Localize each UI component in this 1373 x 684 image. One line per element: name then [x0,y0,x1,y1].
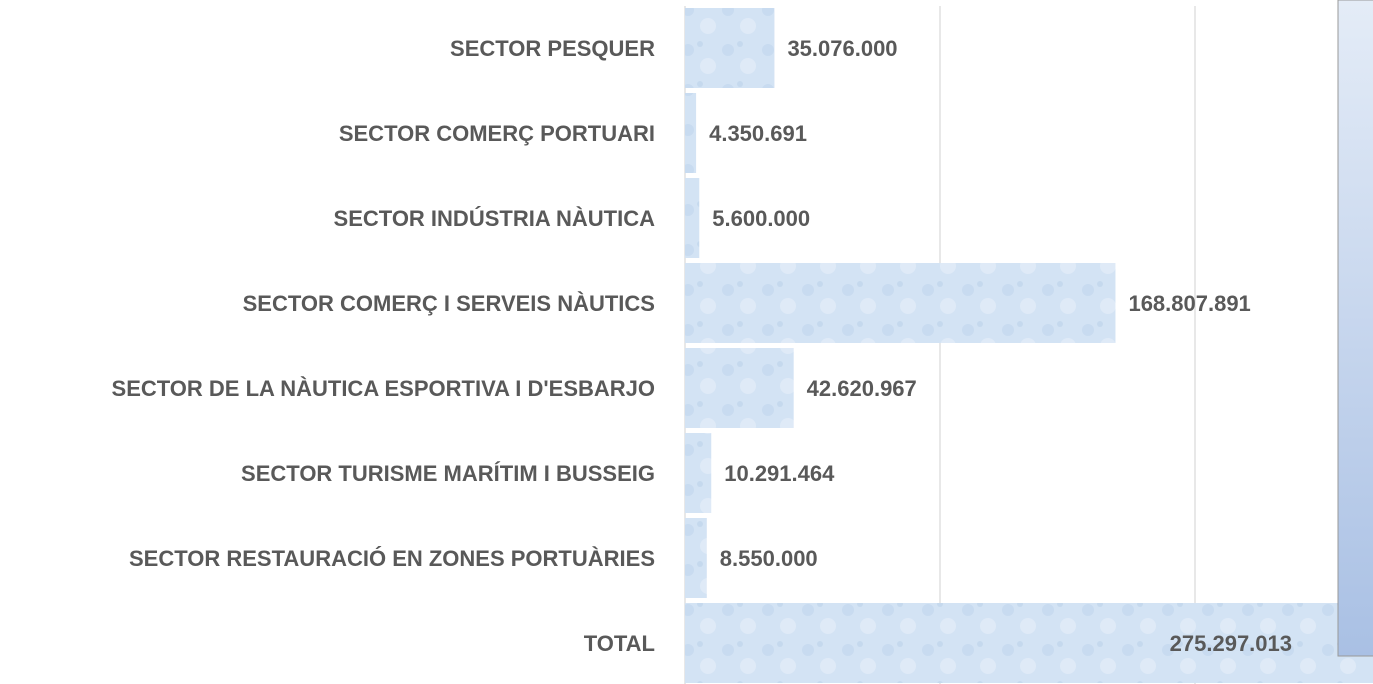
bar [685,348,794,428]
category-label: SECTOR INDÚSTRIA NÀUTICA [334,206,656,231]
category-label: TOTAL [584,631,655,656]
category-label: SECTOR DE LA NÀUTICA ESPORTIVA I D'ESBAR… [112,376,655,401]
value-label: 5.600.000 [712,206,810,231]
bar [685,603,1373,683]
category-label: SECTOR COMERÇ PORTUARI [339,121,655,146]
value-label: 8.550.000 [720,546,818,571]
bar [685,263,1116,343]
bar [685,93,697,173]
bar [685,178,700,258]
bar [685,433,712,513]
value-label: 10.291.464 [724,461,835,486]
category-label: SECTOR COMERÇ I SERVEIS NÀUTICS [243,291,655,316]
value-label: 42.620.967 [807,376,917,401]
side-panel [1337,0,1373,657]
category-label: SECTOR TURISME MARÍTIM I BUSSEIG [241,461,655,486]
category-label: SECTOR RESTAURACIÓ EN ZONES PORTUÀRIES [129,546,655,571]
bar [685,518,707,598]
bar [685,8,775,88]
value-label: 275.297.013 [1170,631,1292,656]
value-label: 35.076.000 [787,36,897,61]
category-label: SECTOR PESQUER [450,36,655,61]
value-label: 168.807.891 [1128,291,1250,316]
value-label: 4.350.691 [709,121,807,146]
